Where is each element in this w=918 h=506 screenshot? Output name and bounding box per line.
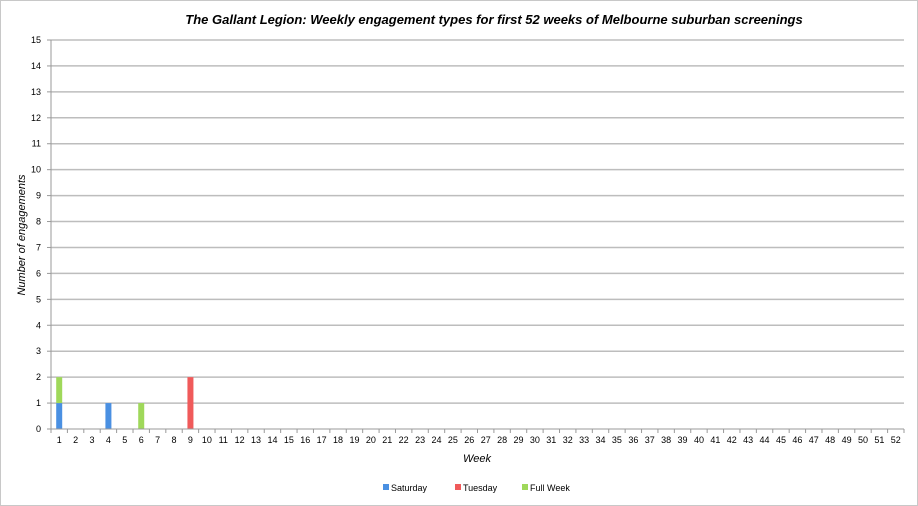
x-tick-label: 25 bbox=[448, 435, 458, 445]
x-tick-label: 31 bbox=[546, 435, 556, 445]
y-tick-label: 6 bbox=[36, 268, 41, 278]
x-tick-label: 47 bbox=[809, 435, 819, 445]
x-tick-label: 14 bbox=[267, 435, 277, 445]
x-tick-label: 19 bbox=[349, 435, 359, 445]
y-tick-label: 3 bbox=[36, 346, 41, 356]
x-tick-label: 29 bbox=[514, 435, 524, 445]
x-tick-label: 15 bbox=[284, 435, 294, 445]
y-tick-label: 7 bbox=[36, 242, 41, 252]
x-tick-label: 26 bbox=[464, 435, 474, 445]
x-tick-label: 46 bbox=[792, 435, 802, 445]
x-tick-label: 41 bbox=[710, 435, 720, 445]
y-tick-label: 11 bbox=[32, 139, 41, 149]
legend-label: Full Week bbox=[530, 483, 570, 493]
y-tick-label: 14 bbox=[31, 61, 41, 71]
y-axis-label: Number of engagements bbox=[16, 174, 28, 296]
x-axis-label: Week bbox=[463, 453, 491, 465]
legend: Saturday Tuesday Full Week bbox=[383, 483, 570, 493]
x-tick-label: 32 bbox=[563, 435, 573, 445]
y-tick-label: 2 bbox=[36, 372, 41, 382]
x-tick-label: 38 bbox=[661, 435, 671, 445]
x-tick-label: 27 bbox=[481, 435, 491, 445]
legend-label: Saturday bbox=[391, 483, 428, 493]
x-tick-label: 42 bbox=[727, 435, 737, 445]
x-tick-label: 1 bbox=[57, 435, 62, 445]
x-tick-label: 51 bbox=[874, 435, 884, 445]
x-tick-label: 49 bbox=[842, 435, 852, 445]
legend-swatch bbox=[522, 484, 528, 490]
gridlines bbox=[51, 39, 904, 404]
legend-swatch bbox=[455, 484, 461, 490]
bar-saturday-week-4 bbox=[105, 403, 112, 429]
bar-full-week-week-6 bbox=[138, 403, 145, 429]
x-tick-label: 16 bbox=[300, 435, 310, 445]
x-tick-label: 7 bbox=[155, 435, 160, 445]
x-tick-label: 10 bbox=[202, 435, 212, 445]
x-tick-label: 39 bbox=[678, 435, 688, 445]
bars bbox=[56, 377, 194, 429]
y-tick-label: 13 bbox=[31, 87, 41, 97]
x-tick-label: 30 bbox=[530, 435, 540, 445]
y-tick-label: 10 bbox=[31, 165, 41, 175]
bar-saturday-week-1 bbox=[56, 403, 63, 429]
x-tick-label: 50 bbox=[858, 435, 868, 445]
x-tick-label: 45 bbox=[776, 435, 786, 445]
x-tick-label: 43 bbox=[743, 435, 753, 445]
bar-tuesday-week-9 bbox=[187, 377, 194, 429]
x-tick-label: 44 bbox=[760, 435, 770, 445]
y-tick-label: 1 bbox=[36, 398, 41, 408]
x-tick-label: 37 bbox=[645, 435, 655, 445]
y-tick-label: 4 bbox=[36, 320, 41, 330]
x-tick-label: 34 bbox=[596, 435, 606, 445]
legend-swatch bbox=[383, 484, 389, 490]
y-tick-label: 5 bbox=[36, 294, 41, 304]
x-tick-label: 52 bbox=[891, 435, 901, 445]
y-tick-label: 0 bbox=[36, 424, 41, 434]
x-tick-label: 23 bbox=[415, 435, 425, 445]
x-tick-label: 40 bbox=[694, 435, 704, 445]
x-tick-label: 13 bbox=[251, 435, 261, 445]
x-tick-label: 20 bbox=[366, 435, 376, 445]
x-tick-label: 24 bbox=[431, 435, 441, 445]
x-tick-label: 6 bbox=[139, 435, 144, 445]
x-tick-label: 2 bbox=[73, 435, 78, 445]
chart-title: The Gallant Legion: Weekly engagement ty… bbox=[185, 12, 802, 27]
x-tick-label: 4 bbox=[106, 435, 111, 445]
x-tick-label: 21 bbox=[382, 435, 392, 445]
x-tick-label: 18 bbox=[333, 435, 343, 445]
x-tick-label: 9 bbox=[188, 435, 193, 445]
x-tick-label: 33 bbox=[579, 435, 589, 445]
y-tick-label: 12 bbox=[31, 113, 41, 123]
y-tick-label: 15 bbox=[31, 35, 41, 45]
bar-full-week-week-1 bbox=[56, 377, 63, 404]
x-tick-label: 11 bbox=[219, 435, 228, 445]
x-tick-label: 8 bbox=[172, 435, 177, 445]
y-tick-label: 9 bbox=[36, 191, 41, 201]
x-tick-label: 5 bbox=[122, 435, 127, 445]
x-tick-label: 48 bbox=[825, 435, 835, 445]
x-tick-label: 28 bbox=[497, 435, 507, 445]
x-tick-label: 3 bbox=[90, 435, 95, 445]
x-tick-label: 22 bbox=[399, 435, 409, 445]
y-tick-label: 8 bbox=[36, 217, 41, 227]
x-tick-label: 17 bbox=[317, 435, 327, 445]
legend-label: Tuesday bbox=[463, 483, 498, 493]
x-tick-label: 36 bbox=[628, 435, 638, 445]
x-tick-label: 35 bbox=[612, 435, 622, 445]
x-tick-label: 12 bbox=[235, 435, 245, 445]
